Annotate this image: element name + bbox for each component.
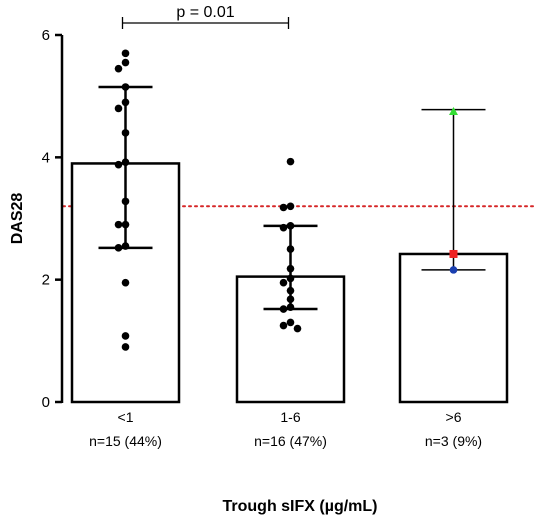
data-point bbox=[121, 278, 130, 287]
points-layer bbox=[114, 49, 458, 351]
data-point bbox=[449, 106, 458, 115]
data-point bbox=[286, 264, 295, 273]
data-point bbox=[121, 49, 130, 58]
data-point bbox=[449, 266, 458, 274]
data-point bbox=[286, 303, 295, 311]
data-point bbox=[121, 58, 130, 67]
x-tick-sublabel: n=15 (44%) bbox=[89, 433, 162, 449]
significance-annotation: p = 0.01 bbox=[121, 4, 290, 29]
y-axis: 0 2 4 6 bbox=[42, 27, 64, 411]
data-point bbox=[286, 286, 295, 295]
x-axis-labels: <1 n=15 (44%) 1-6 n=16 (47%) >6 n=3 (9%) bbox=[89, 409, 482, 449]
x-tick-sublabel: n=16 (47%) bbox=[254, 433, 327, 449]
data-point bbox=[286, 222, 295, 230]
data-point bbox=[114, 244, 123, 252]
x-tick-sublabel: n=3 (9%) bbox=[425, 433, 482, 449]
data-point bbox=[286, 318, 295, 327]
x-tick-label: >6 bbox=[446, 409, 462, 425]
y-tick-label: 4 bbox=[42, 149, 50, 166]
y-tick-label: 6 bbox=[42, 27, 50, 44]
data-point bbox=[279, 223, 288, 232]
data-point bbox=[286, 157, 295, 166]
data-point bbox=[279, 305, 288, 313]
p-value-label: p = 0.01 bbox=[176, 4, 234, 21]
x-tick-label: 1-6 bbox=[280, 409, 300, 425]
data-point bbox=[114, 220, 123, 229]
data-point bbox=[121, 98, 130, 107]
data-point bbox=[114, 64, 123, 73]
data-point bbox=[286, 295, 295, 304]
data-point bbox=[286, 202, 295, 211]
data-point bbox=[121, 242, 130, 250]
data-point bbox=[121, 83, 130, 91]
data-point bbox=[121, 332, 130, 340]
y-tick-label: 2 bbox=[42, 272, 50, 289]
data-point bbox=[279, 278, 288, 287]
y-axis-title: DAS28 bbox=[9, 193, 26, 245]
data-point bbox=[121, 343, 130, 351]
data-point bbox=[121, 158, 130, 167]
y-tick-label: 0 bbox=[42, 394, 50, 411]
data-point bbox=[279, 203, 288, 212]
x-tick-label: <1 bbox=[118, 409, 134, 425]
bar bbox=[398, 252, 509, 404]
data-point bbox=[121, 197, 130, 206]
data-point bbox=[293, 324, 302, 333]
data-point bbox=[286, 245, 295, 253]
data-point bbox=[114, 104, 123, 113]
x-axis-title: Trough sIFX (µg/mL) bbox=[223, 498, 378, 515]
data-point bbox=[114, 160, 123, 169]
data-point bbox=[121, 220, 130, 229]
data-point bbox=[279, 321, 288, 330]
data-point bbox=[121, 129, 130, 137]
data-point bbox=[449, 249, 458, 258]
data-point bbox=[286, 274, 295, 283]
